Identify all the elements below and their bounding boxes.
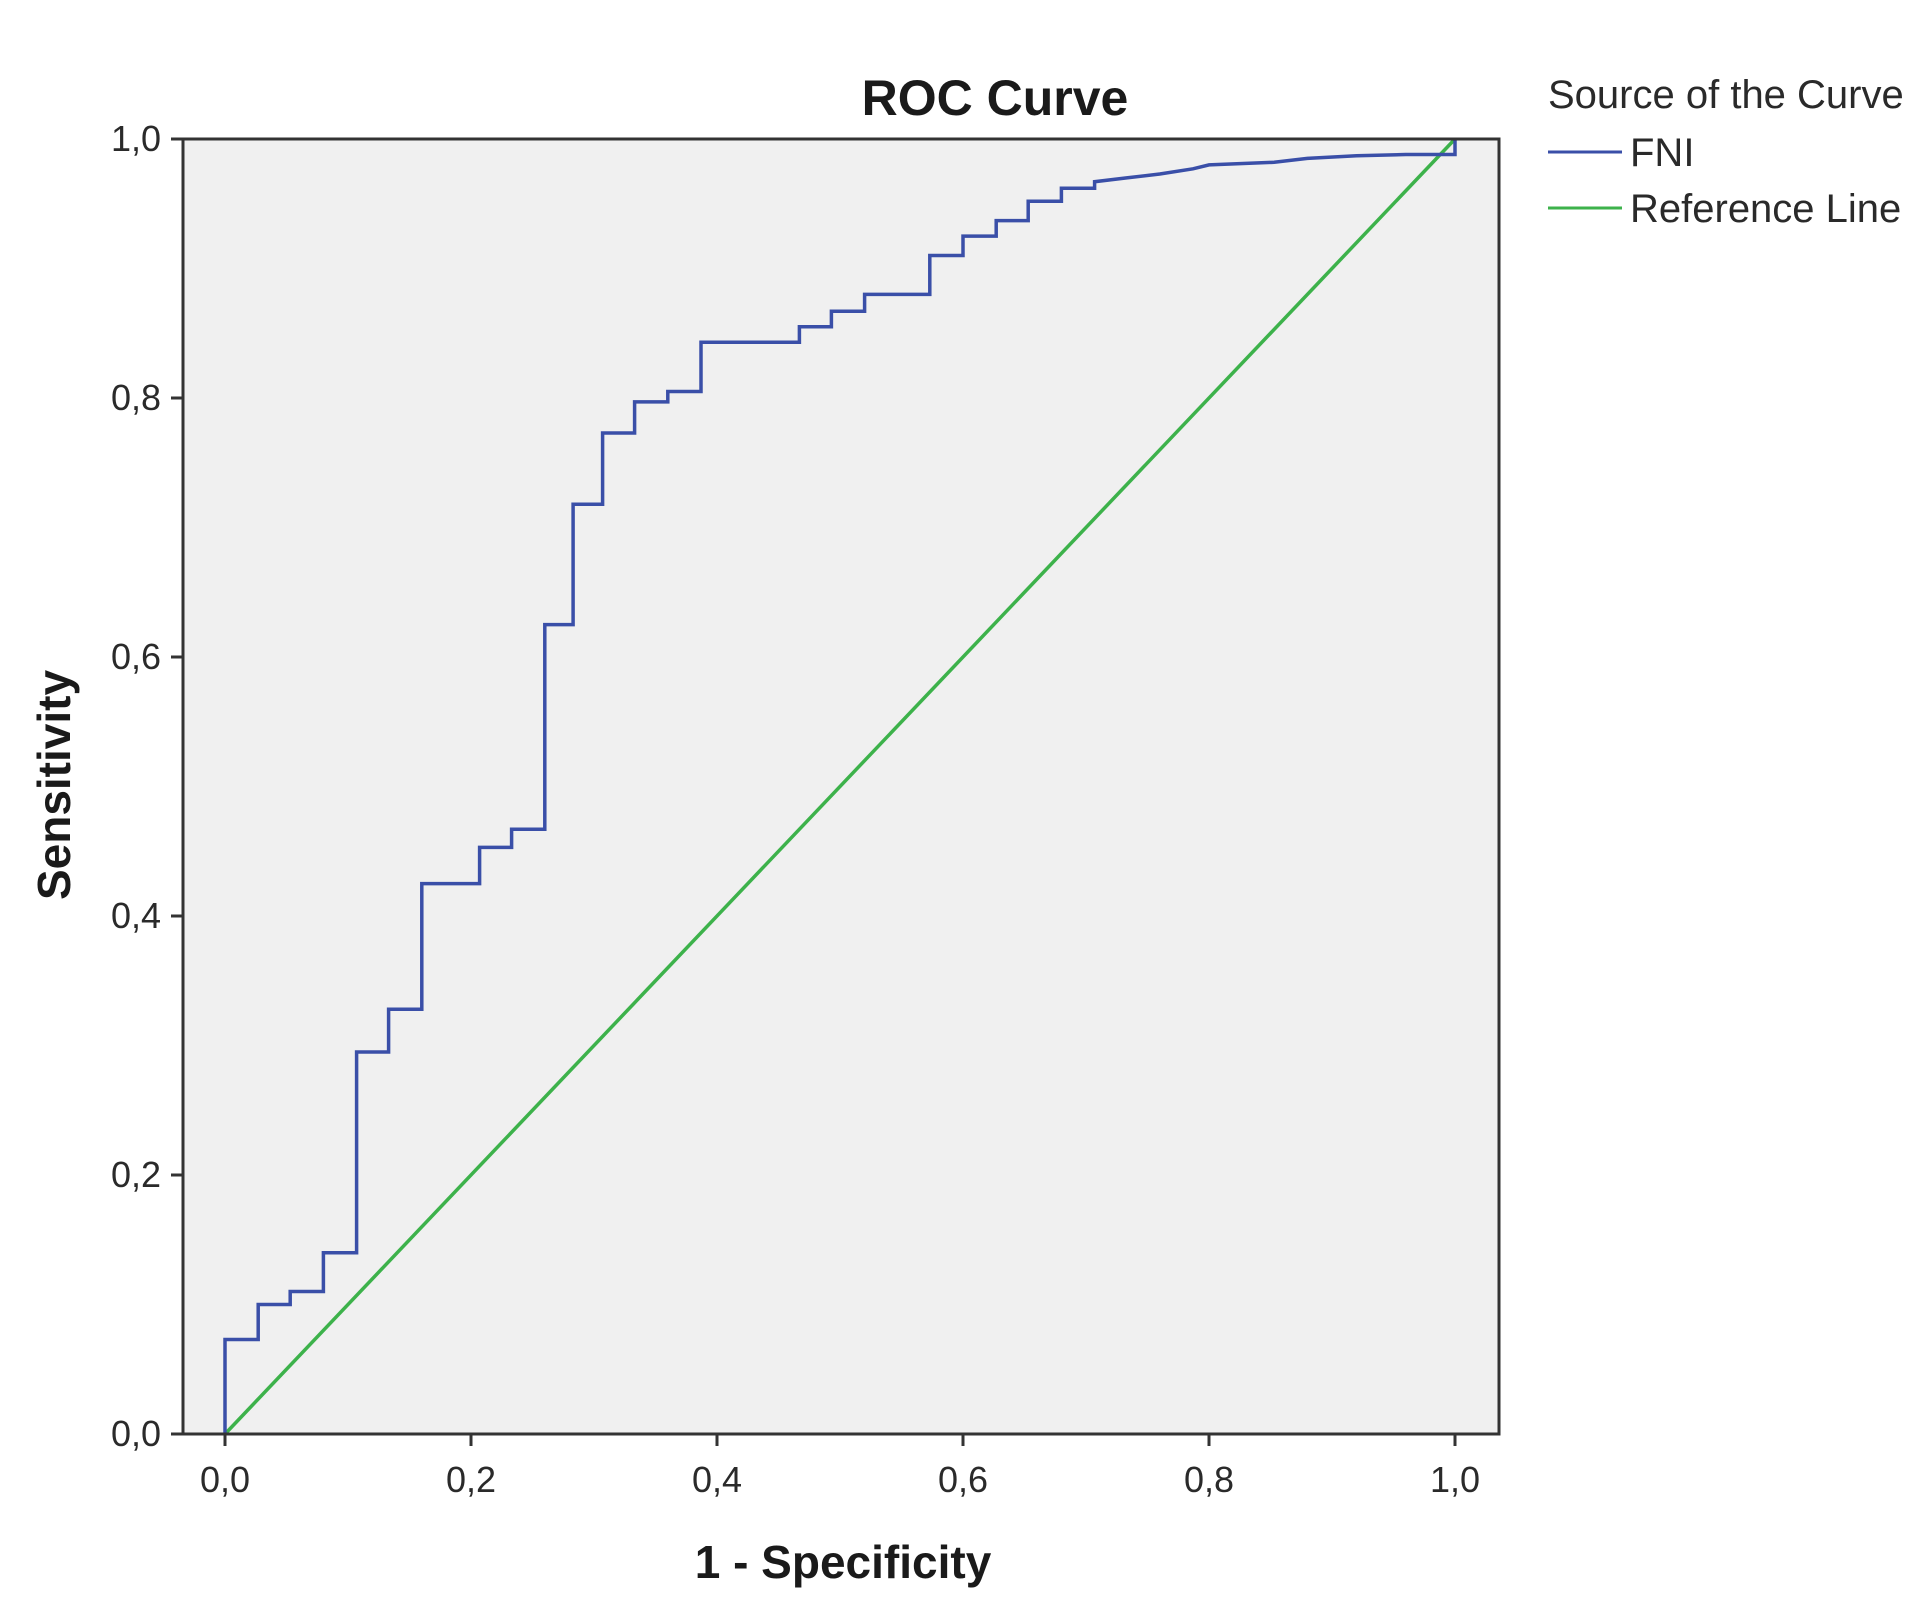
x-tick-label: 0,2 (446, 1459, 496, 1500)
legend: Source of the Curve FNI Reference Line (1548, 73, 1904, 231)
x-tick-label: 0,8 (1184, 1459, 1234, 1500)
legend-label: FNI (1630, 131, 1694, 175)
y-tick-label: 1,0 (111, 118, 161, 159)
legend-title: Source of the Curve (1548, 73, 1904, 117)
series-line-reference-line (223, 137, 1457, 1436)
axis-ticks: 0,0 0,2 0,4 0,6 0,8 1,0 0,0 0,2 0,4 0,6 0,8 1,0 (111, 118, 1480, 1500)
x-tick-label: 0,6 (938, 1459, 988, 1500)
x-axis-label: 1 - Specificity (695, 1536, 992, 1588)
y-tick-label: 0,0 (111, 1413, 161, 1454)
y-tick-label: 0,4 (111, 895, 161, 936)
x-tick-label: 1,0 (1430, 1459, 1480, 1500)
y-axis-label: Sensitivity (28, 670, 80, 901)
x-tick-label: 0,0 (200, 1459, 250, 1500)
y-tick-label: 0,2 (111, 1154, 161, 1195)
series-line-fni (223, 139, 1457, 1434)
series-layer (223, 137, 1457, 1436)
y-tick-label: 0,6 (111, 636, 161, 677)
chart-title: ROC Curve (862, 70, 1129, 126)
legend-label: Reference Line (1630, 187, 1901, 231)
plot-frame (181, 137, 1501, 1436)
y-tick-label: 0,8 (111, 377, 161, 418)
x-tick-label: 0,4 (692, 1459, 742, 1500)
